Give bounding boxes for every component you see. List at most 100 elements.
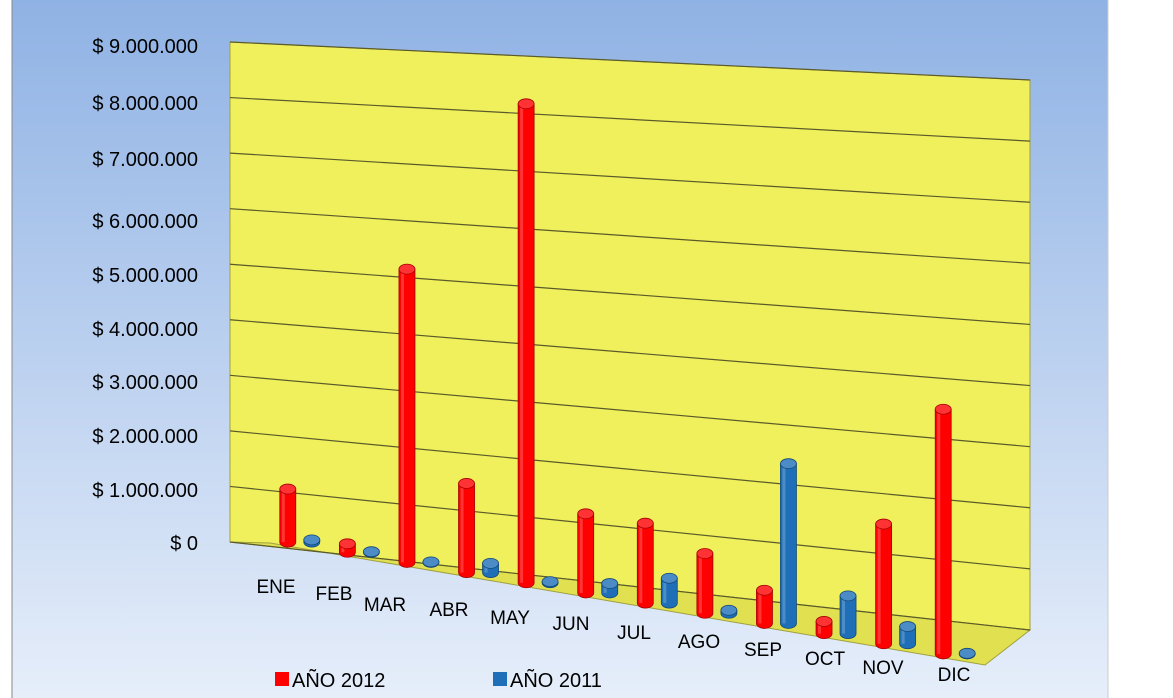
x-tick-label: NOV: [862, 658, 904, 679]
bar-a-o-2011-abr-highlight: [484, 563, 488, 573]
legend: AÑO 2012 AÑO 2011: [275, 668, 602, 692]
gridline: [229, 41, 1031, 81]
bar-a-o-2011-jun-top: [601, 578, 619, 589]
gridline: [229, 152, 1031, 203]
bar-a-o-2012-sep-top: [756, 584, 773, 596]
bar-a-o-2011-oct-top: [839, 590, 857, 602]
bar-a-o-2012-nov-top: [875, 518, 893, 530]
legend-swatch-ano-2011: [493, 672, 507, 686]
bar-a-o-2011-abr: [482, 557, 499, 578]
bar-a-o-2011-feb: [362, 546, 380, 558]
bar-a-o-2012-ago-top: [696, 548, 714, 559]
bar-a-o-2012-ene-top: [279, 483, 297, 495]
bar-a-o-2012-mar-top: [398, 263, 416, 275]
bar-a-o-2011-abr-top: [482, 557, 499, 569]
bar-a-o-2012-abr-top: [458, 478, 475, 489]
bar-a-o-2011-nov-top: [899, 621, 917, 632]
bar-a-o-2011-nov-highlight: [901, 626, 905, 644]
bar-a-o-2011-dic: [958, 647, 976, 660]
bar-a-o-2011-may-top: [541, 576, 559, 587]
bar-a-o-2012-jul: [636, 517, 654, 609]
y-tick-label: $ 2.000.000: [92, 426, 198, 448]
y-tick-label: $ 0: [170, 533, 198, 555]
y-tick-label: $ 4.000.000: [92, 319, 198, 341]
bar-a-o-2012-nov-highlight: [877, 524, 881, 644]
bar-a-o-2012-ene-highlight: [281, 489, 285, 543]
bar-a-o-2012-ene: [279, 483, 297, 548]
bar-a-o-2011-oct: [839, 590, 857, 639]
bar-a-o-2012-ago-highlight: [698, 553, 702, 614]
bar-a-o-2012-jun: [577, 508, 595, 599]
gridline: [229, 541, 1031, 631]
bar-a-o-2012-feb-top: [338, 538, 356, 550]
bar-a-o-2011-sep-highlight: [782, 463, 786, 624]
y-tick-label: $ 3.000.000: [92, 372, 198, 394]
bar-a-o-2012-mar: [398, 263, 416, 568]
gridline: [229, 374, 1031, 448]
bar-a-o-2012-feb: [338, 538, 356, 558]
bar-a-o-2012-abr-highlight: [460, 483, 464, 573]
bar-a-o-2012-oct-highlight: [818, 621, 822, 634]
x-tick-label: FEB: [316, 584, 353, 605]
x-tick-label: AGO: [678, 632, 720, 653]
legend-label-ano-2012: AÑO 2012: [292, 668, 385, 692]
bar-a-o-2012-oct: [815, 616, 833, 639]
bar-a-o-2011-nov: [899, 621, 917, 650]
bar-a-o-2011-jun-highlight: [603, 583, 607, 593]
gridline: [229, 430, 1031, 509]
bar-a-o-2011-sep: [780, 458, 797, 629]
gridline: [229, 485, 1031, 570]
x-tick-label: MAY: [490, 608, 530, 629]
bar-a-o-2012-sep-highlight: [758, 590, 762, 624]
bar-a-o-2012-sep: [756, 584, 773, 629]
bar-a-o-2011-ene-top: [303, 534, 321, 546]
bar-a-o-2012-dic-highlight: [937, 409, 941, 654]
bar-a-o-2012-nov: [875, 518, 893, 650]
x-tick-label: ABR: [429, 600, 468, 621]
bar-a-o-2012-jun-top: [577, 508, 595, 520]
y-tick-label: $ 9.000.000: [92, 36, 198, 58]
gridline: [229, 208, 1031, 264]
bar-a-o-2012-may: [517, 98, 535, 589]
x-tick-label: DIC: [938, 665, 971, 686]
x-tick-label: SEP: [744, 640, 782, 661]
bar-a-o-2012-dic: [934, 403, 952, 660]
bar-a-o-2012-jul-highlight: [639, 523, 643, 604]
bar-a-o-2011-jul: [660, 572, 678, 609]
bar-a-o-2011-ago-top: [720, 604, 738, 616]
bar-a-o-2012-may-top: [517, 98, 535, 110]
y-tick-label: $ 6.000.000: [92, 211, 198, 233]
bar-a-o-2011-dic-top: [958, 647, 976, 659]
bar-a-o-2011-oct-highlight: [842, 595, 846, 634]
gridline: [229, 96, 1031, 142]
bar-a-o-2011-mar-top: [422, 556, 440, 568]
bar-a-o-2011-feb-top: [362, 546, 380, 558]
x-tick-label: JUN: [553, 614, 590, 635]
bar-a-o-2011-may: [541, 576, 559, 589]
bar-a-o-2012-jun-highlight: [579, 513, 583, 593]
bar-a-o-2011-mar: [422, 556, 440, 568]
bar-a-o-2012-oct-top: [815, 616, 833, 627]
y-tick-label: $ 7.000.000: [92, 149, 198, 171]
bar-a-o-2011-jun: [601, 578, 619, 599]
x-tick-label: ENE: [256, 577, 295, 598]
legend-label-ano-2011: AÑO 2011: [510, 668, 602, 692]
bar-a-o-2012-abr: [458, 478, 475, 578]
bar-a-o-2011-sep-top: [780, 458, 797, 470]
bar-a-o-2011-jul-top: [660, 572, 678, 584]
bar-a-o-2012-jul-top: [636, 517, 654, 529]
bar-a-o-2012-dic-top: [934, 403, 952, 415]
x-tick-label: OCT: [805, 649, 846, 670]
bar-a-o-2011-ene: [303, 534, 321, 548]
legend-swatch-ano-2012: [275, 672, 289, 686]
gridline: [229, 263, 1031, 326]
y-tick-label: $ 5.000.000: [92, 265, 198, 287]
bar-a-o-2011-jul-highlight: [663, 578, 667, 604]
x-tick-label: MAR: [364, 595, 406, 616]
bar-a-o-2011-ago: [720, 604, 738, 619]
bar-a-o-2012-may-highlight: [520, 103, 524, 583]
bar-a-o-2012-ago: [696, 548, 714, 619]
x-tick-label: JUL: [617, 623, 651, 644]
